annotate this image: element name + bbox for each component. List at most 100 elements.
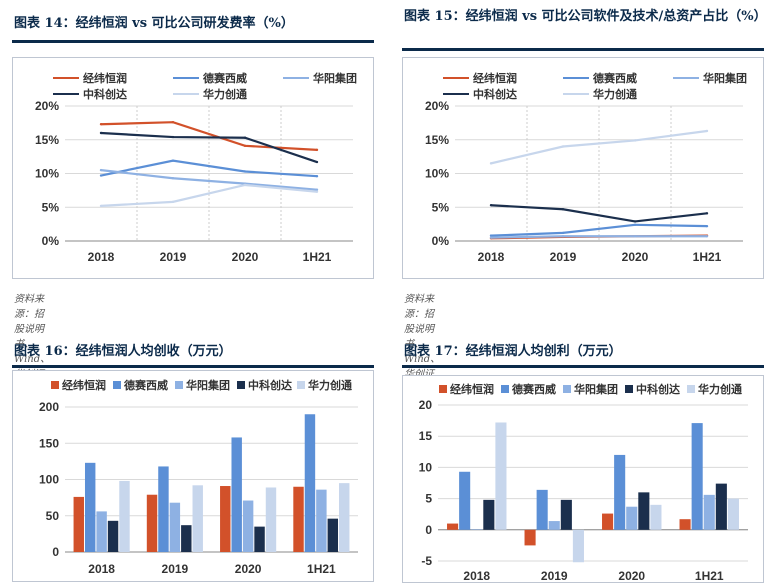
bar <box>316 489 327 552</box>
legend-label: 中科创达 <box>83 87 127 101</box>
data-point <box>489 236 493 239</box>
bar <box>650 504 662 530</box>
data-point <box>489 204 493 207</box>
bar <box>158 466 169 552</box>
y-tick-label: 0% <box>432 234 450 248</box>
data-point <box>99 131 103 135</box>
legend-label: 德赛西威 <box>123 378 168 392</box>
x-tick-label: 2020 <box>622 250 649 264</box>
y-tick-label: 0 <box>52 545 59 559</box>
y-tick-label: 10% <box>35 167 59 181</box>
data-point <box>561 208 565 211</box>
data-point <box>171 135 175 139</box>
series-line <box>490 235 707 239</box>
legend-label: 中科创达 <box>473 87 517 101</box>
bar <box>192 485 203 552</box>
bar <box>614 454 626 530</box>
legend-label: 华阳集团 <box>313 71 357 85</box>
y-tick-label: 20% <box>35 99 59 113</box>
legend-label: 华力创通 <box>698 382 742 396</box>
y-tick-label: 200 <box>39 400 59 414</box>
y-tick-label: 5% <box>432 200 450 214</box>
x-tick-label: 2019 <box>162 562 189 576</box>
data-point <box>561 145 565 148</box>
legend-label: 经纬恒润 <box>450 382 494 396</box>
y-tick-label: 5 <box>425 492 432 506</box>
chart-svg-2: 0% 5% 10% 15% 20% 2018 2019 2020 1H21 经纬恒润 德赛西威 华阳集… <box>425 71 747 264</box>
y-tick-label: 15% <box>425 133 449 147</box>
chart-title-4: 图表 17：经纬恒润人均创利（万元） <box>404 344 622 359</box>
legend-swatch <box>175 381 183 389</box>
series-line <box>100 159 318 178</box>
x-tick-label: 2019 <box>160 250 187 264</box>
bar <box>626 506 638 530</box>
chart-frame-4: -5 0 5 10 15 20 2018 2019 2020 1H21 经纬恒润 德赛西威 华阳集团 中科… <box>402 375 764 583</box>
title-rule-4 <box>402 365 764 368</box>
bar <box>524 529 536 546</box>
legend-label: 华阳集团 <box>574 382 618 396</box>
legend-swatch <box>237 381 245 389</box>
y-tick-label: 10 <box>419 460 433 474</box>
series-line <box>490 129 708 165</box>
chart-svg-4: -5 0 5 10 15 20 2018 2019 2020 1H21 经纬恒润 德赛西威 华阳集团 中科… <box>419 382 748 583</box>
y-tick-label: 20% <box>425 99 449 113</box>
y-tick-label: 0% <box>42 234 60 248</box>
legend-swatch <box>113 381 121 389</box>
bar <box>293 486 304 552</box>
legend-label: 经纬恒润 <box>473 71 517 85</box>
legend-swatch <box>563 385 571 393</box>
data-point <box>171 200 175 204</box>
y-tick-label: 15% <box>35 133 59 147</box>
bar <box>572 529 584 563</box>
bar <box>107 520 119 552</box>
data-point <box>315 188 319 191</box>
x-tick-label: 2018 <box>88 562 115 576</box>
bar <box>483 499 495 530</box>
series-line <box>100 121 318 151</box>
y-tick-label: -5 <box>421 554 432 568</box>
legend-label: 中科创达 <box>636 382 680 396</box>
x-tick-label: 2019 <box>550 250 577 264</box>
chart-frame-1: 0% 5% 10% 15% 20% 2018 2019 2020 1H21 经纬恒润 德赛西威 华阳集… <box>12 57 374 279</box>
title-rule-1 <box>12 40 374 43</box>
bar <box>339 483 350 552</box>
x-tick-label: 2019 <box>541 569 568 582</box>
data-point <box>315 190 319 193</box>
legend-label: 华力创通 <box>593 87 637 101</box>
data-point <box>315 160 319 164</box>
x-tick-label: 2020 <box>618 569 645 582</box>
title-rule-2 <box>402 48 764 51</box>
legend-label: 中科创达 <box>248 378 292 392</box>
bar <box>715 483 727 530</box>
title-rule-3 <box>12 365 374 368</box>
bar <box>181 525 192 552</box>
data-point <box>633 139 637 142</box>
legend-label: 德赛西威 <box>202 71 247 85</box>
series-line <box>490 204 708 223</box>
legend-swatch <box>625 385 633 393</box>
data-point <box>705 129 709 133</box>
chart-title-3: 图表 16：经纬恒润人均创收（万元） <box>14 344 232 359</box>
bar <box>96 511 107 552</box>
y-tick-label: 0 <box>425 523 432 537</box>
bar <box>254 526 265 552</box>
x-tick-label: 2020 <box>235 562 262 576</box>
y-tick-label: 50 <box>46 509 60 523</box>
data-point <box>243 144 247 148</box>
bar <box>220 486 231 552</box>
y-tick-label: 20 <box>419 398 433 412</box>
bar <box>146 494 158 552</box>
series-line <box>490 223 708 237</box>
legend-label: 经纬恒润 <box>62 378 106 392</box>
data-point <box>705 235 709 238</box>
data-point <box>171 121 175 124</box>
bar <box>304 414 316 552</box>
bar <box>73 496 84 552</box>
data-point <box>243 170 247 173</box>
y-tick-label: 10% <box>425 167 449 181</box>
legend-label: 德赛西威 <box>592 71 637 85</box>
bar <box>536 489 548 530</box>
data-point <box>489 234 493 237</box>
bar <box>242 500 254 552</box>
bar <box>471 529 483 530</box>
